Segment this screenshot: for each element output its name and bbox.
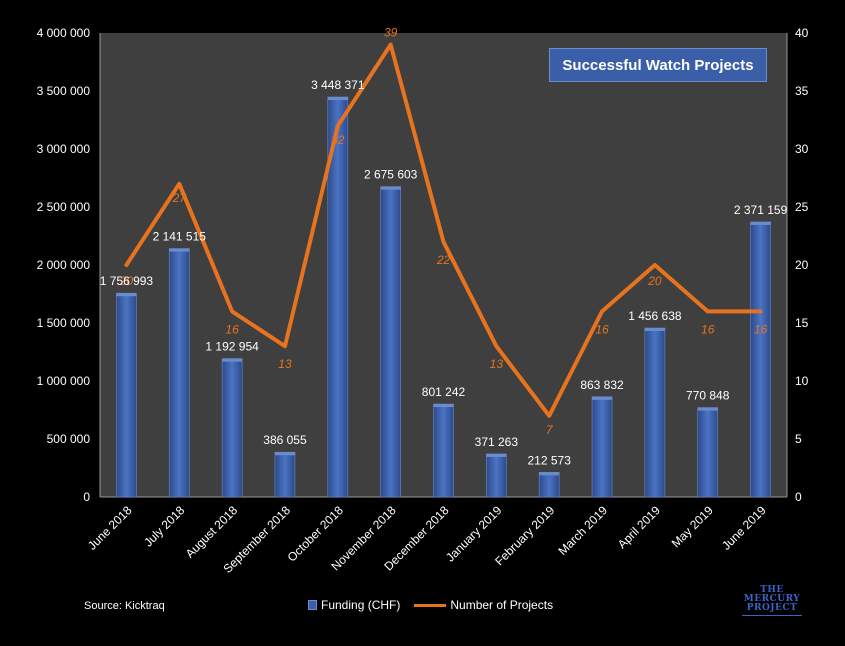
- bar: [168, 248, 190, 498]
- x-tick-label: May 2019: [669, 503, 716, 550]
- funding-data-label: 371 263: [475, 435, 519, 449]
- projects-data-label: 32: [331, 133, 345, 147]
- projects-data-label: 39: [384, 26, 398, 40]
- legend-item-projects: Number of Projects: [414, 598, 553, 612]
- bar: [433, 403, 454, 498]
- bar-cap: [486, 453, 507, 457]
- x-tick-label: June 2019: [719, 503, 769, 553]
- projects-data-label: 13: [490, 357, 504, 371]
- bar-cap: [380, 186, 401, 190]
- bar: [274, 451, 296, 498]
- left-tick-label: 500 000: [47, 432, 91, 446]
- right-tick-label: 20: [795, 258, 809, 272]
- left-tick-label: 1 000 000: [37, 374, 91, 388]
- bar: [750, 221, 771, 498]
- bar-cap: [169, 248, 190, 252]
- projects-data-label: 27: [172, 191, 188, 205]
- x-tick-label: August 2018: [183, 503, 241, 561]
- right-tick-label: 30: [795, 142, 809, 156]
- projects-data-label: 16: [701, 322, 715, 336]
- left-tick-label: 4 000 000: [37, 26, 91, 40]
- left-tick-label: 2 000 000: [37, 258, 91, 272]
- logo-line-1: THE: [760, 585, 784, 595]
- bar: [221, 358, 243, 498]
- projects-data-label: 13: [278, 357, 292, 371]
- bar-cap: [222, 358, 243, 362]
- legend-swatch-funding: [308, 600, 317, 610]
- funding-data-label: 2 675 603: [364, 168, 418, 182]
- bar: [591, 396, 613, 498]
- projects-line: [124, 42, 763, 418]
- funding-data-label: 1 756 993: [100, 274, 154, 288]
- right-tick-label: 35: [795, 84, 809, 98]
- logo-line-2: MERCURY: [743, 594, 801, 604]
- bar-cap: [644, 328, 665, 332]
- bar: [538, 472, 560, 498]
- funding-data-label: 770 848: [686, 389, 730, 403]
- bar-cap: [750, 221, 771, 225]
- funding-data-label: 212 573: [527, 453, 571, 467]
- projects-data-label: 20: [647, 274, 662, 288]
- left-tick-label: 2 500 000: [37, 200, 91, 214]
- bar-cap: [327, 96, 348, 100]
- x-tick-label: March 2019: [555, 503, 610, 558]
- projects-data-label: 22: [436, 253, 451, 267]
- source-note: Source: Kicktraq: [84, 600, 165, 612]
- funding-data-label: 1 192 954: [205, 340, 259, 354]
- left-tick-label: 3 500 000: [37, 84, 91, 98]
- left-tick-label: 3 000 000: [37, 142, 91, 156]
- bar: [380, 186, 401, 498]
- projects-data-label: 16: [225, 322, 239, 336]
- bar-cap: [274, 452, 295, 456]
- logo: THE MERCURY PROJECT: [742, 586, 802, 616]
- right-tick-label: 5: [795, 432, 802, 446]
- funding-data-label: 2 141 515: [153, 230, 207, 244]
- projects-data-label: 7: [546, 423, 554, 437]
- left-tick-label: 0: [83, 490, 90, 504]
- legend-label-funding: Funding (CHF): [321, 598, 401, 612]
- funding-data-label: 863 832: [580, 378, 624, 392]
- bar: [116, 292, 137, 498]
- bar-cap: [116, 293, 137, 297]
- bar-cap: [433, 404, 454, 408]
- bar-cap: [539, 472, 560, 476]
- funding-data-label: 801 242: [422, 385, 466, 399]
- funding-data-label: 3 448 371: [311, 78, 365, 92]
- x-tick-label: June 2018: [85, 503, 135, 553]
- x-tick-label: April 2019: [615, 503, 663, 551]
- legend-label-projects: Number of Projects: [450, 598, 554, 612]
- projects-data-label: 16: [595, 322, 609, 336]
- projects-data-label: 16: [754, 322, 768, 336]
- projects-data-label: 20: [119, 274, 134, 288]
- chart-title: Successful Watch Projects: [549, 48, 767, 82]
- bar: [486, 453, 507, 498]
- funding-data-label: 2 371 159: [734, 203, 788, 217]
- logo-line-3: PROJECT: [746, 603, 798, 613]
- x-tick-label: July 2018: [141, 503, 187, 549]
- bar: [697, 407, 719, 498]
- bar-cap: [697, 407, 718, 411]
- right-tick-label: 40: [795, 26, 809, 40]
- right-tick-label: 25: [795, 200, 809, 214]
- right-tick-label: 0: [795, 490, 802, 504]
- bar-cap: [592, 396, 613, 400]
- funding-data-label: 386 055: [263, 433, 307, 447]
- legend-item-funding: Funding (CHF): [308, 598, 400, 612]
- legend: Funding (CHF) Number of Projects: [308, 598, 567, 612]
- left-tick-label: 1 500 000: [37, 316, 91, 330]
- logo-rule: [742, 615, 802, 616]
- funding-data-label: 1 456 638: [628, 309, 682, 323]
- bar: [644, 327, 666, 498]
- right-tick-label: 15: [795, 316, 809, 330]
- legend-swatch-projects: [414, 603, 447, 607]
- right-tick-label: 10: [795, 374, 809, 388]
